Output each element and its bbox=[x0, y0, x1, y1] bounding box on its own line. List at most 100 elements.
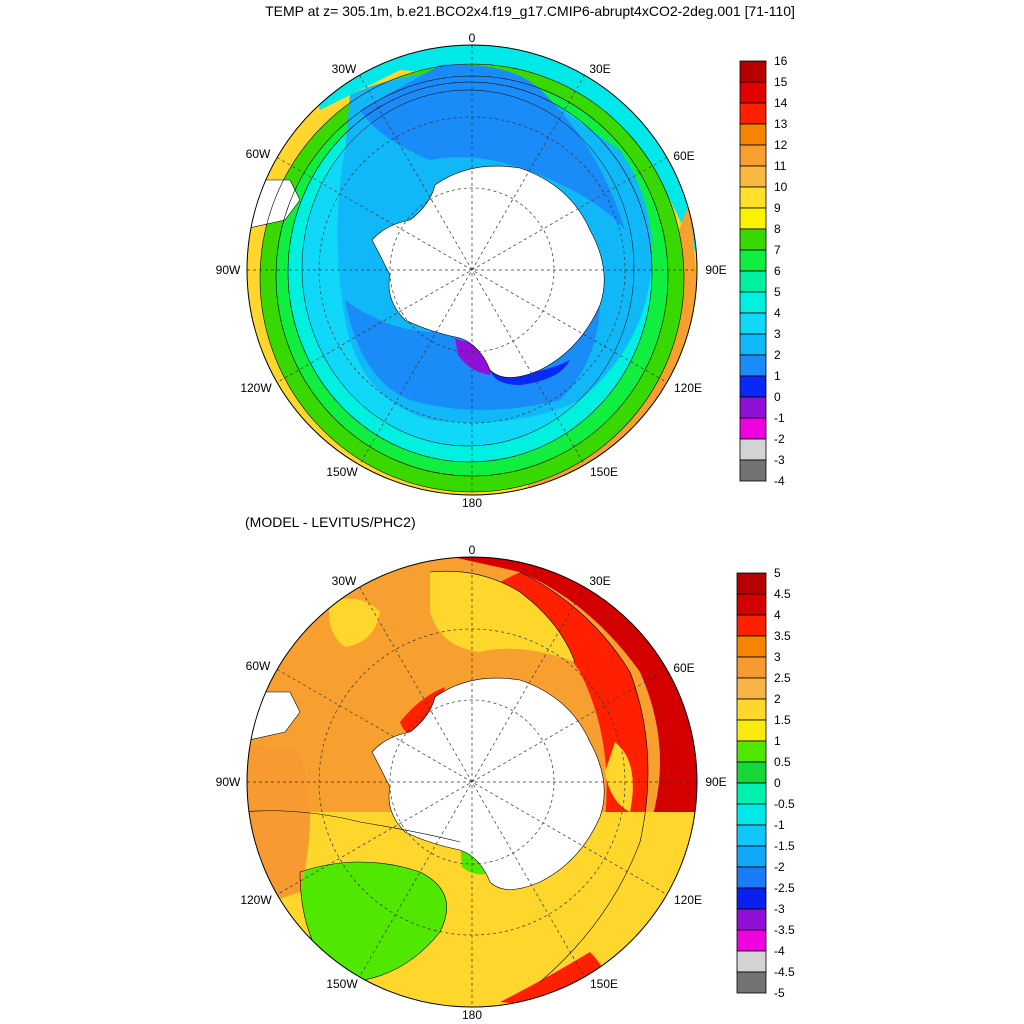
colorbar-label: 7 bbox=[774, 243, 781, 257]
colorbar-swatch bbox=[739, 165, 767, 188]
longitude-label: 0 bbox=[469, 31, 476, 45]
antarctica-landmass bbox=[371, 677, 605, 890]
longitude-label: 90W bbox=[216, 263, 241, 277]
colorbar-swatch bbox=[736, 803, 767, 826]
field-yellow-north bbox=[430, 571, 575, 662]
colorbar-label: 5 bbox=[774, 566, 781, 580]
longitude-label: 150W bbox=[326, 465, 358, 479]
colorbar-label: 1.5 bbox=[774, 713, 791, 727]
colorbar-swatch bbox=[736, 971, 767, 994]
colorbar-swatch bbox=[739, 375, 767, 398]
colorbar-swatch bbox=[736, 929, 767, 952]
colorbar-swatch bbox=[736, 635, 767, 658]
colorbar-label: -4.5 bbox=[774, 965, 795, 979]
colorbar-label: -2.5 bbox=[774, 881, 795, 895]
panel-subtitle: (MODEL - LEVITUS/PHC2) bbox=[245, 514, 416, 530]
colorbar-label: 10 bbox=[774, 180, 788, 194]
antarctica-landmass bbox=[371, 165, 605, 378]
colorbar-swatch bbox=[736, 845, 767, 868]
colorbar-label: 9 bbox=[774, 201, 781, 215]
colorbar-swatch bbox=[739, 396, 767, 419]
colorbar-swatch bbox=[736, 656, 767, 679]
colorbar-label: 2 bbox=[774, 348, 781, 362]
colorbar-swatch bbox=[736, 719, 767, 742]
colorbar-label: 1 bbox=[774, 369, 781, 383]
field-yellow-northwest bbox=[329, 598, 380, 647]
longitude-label: 60E bbox=[673, 661, 694, 675]
colorbar-swatch bbox=[736, 614, 767, 637]
longitude-label: 60E bbox=[673, 149, 694, 163]
colorbar-swatch bbox=[736, 677, 767, 700]
longitude-label: 180 bbox=[462, 496, 482, 510]
colorbar-swatch bbox=[739, 81, 767, 104]
colorbar-swatch bbox=[736, 866, 767, 889]
colorbar-label: -1.5 bbox=[774, 839, 795, 853]
field-blue-deep-north bbox=[360, 64, 625, 230]
colorbar-label: -3 bbox=[774, 453, 785, 467]
colorbar-swatch bbox=[739, 438, 767, 461]
graticule bbox=[247, 557, 697, 1007]
colorbar-label: 4.5 bbox=[774, 587, 791, 601]
colorbar-label: 5 bbox=[774, 285, 781, 299]
colorbar-swatch bbox=[739, 333, 767, 356]
colorbar-swatch bbox=[739, 459, 767, 482]
colorbar-label: -3 bbox=[774, 902, 785, 916]
field-brightred-east bbox=[500, 572, 648, 1007]
colorbar-label: 13 bbox=[774, 117, 788, 131]
longitude-label: 150E bbox=[590, 977, 618, 991]
colorbar-swatch bbox=[736, 740, 767, 763]
colorbar-swatch bbox=[739, 144, 767, 167]
colorbar-difference: 5 4.5 4 3.5 3 2.5 2 1.5 1 0.5 0 -0.5 -1 -1.5 -2 -2.5 -3 -… bbox=[736, 566, 795, 1000]
colorbar-swatch bbox=[739, 270, 767, 293]
colorbar-label: 2 bbox=[774, 692, 781, 706]
longitude-label: 120W bbox=[240, 893, 272, 907]
longitude-label: 120W bbox=[240, 381, 272, 395]
colorbar-label: 15 bbox=[774, 75, 788, 89]
field-yellow-east-patch bbox=[605, 742, 633, 812]
field-red-weddell bbox=[400, 687, 445, 737]
field-orange-west bbox=[247, 742, 310, 912]
colorbar-swatch bbox=[736, 824, 767, 847]
colorbar-label: 0.5 bbox=[774, 755, 791, 769]
colorbar-swatch bbox=[736, 761, 767, 784]
colorbar-label: 2.5 bbox=[774, 671, 791, 685]
colorbar-label: 4 bbox=[774, 306, 781, 320]
colorbar-swatch bbox=[739, 207, 767, 230]
colorbar-swatch bbox=[739, 186, 767, 209]
colorbar-swatch bbox=[736, 782, 767, 805]
colorbar-label: -0.5 bbox=[774, 797, 795, 811]
longitude-label: 90E bbox=[705, 263, 726, 277]
colorbar-swatch bbox=[739, 123, 767, 146]
colorbar-swatch bbox=[739, 249, 767, 272]
longitude-label: 120E bbox=[674, 893, 702, 907]
colorbar-label: -1 bbox=[774, 411, 785, 425]
longitude-label: 30E bbox=[589, 62, 610, 76]
colorbar-swatch bbox=[739, 291, 767, 314]
longitude-label: 90W bbox=[216, 775, 241, 789]
longitude-label: 150E bbox=[590, 465, 618, 479]
colorbar-label: -1 bbox=[774, 818, 785, 832]
colorbar-label: -3.5 bbox=[774, 923, 795, 937]
colorbar-label: 11 bbox=[774, 159, 787, 173]
difference-map-panel: 0 30E 60E 90E 120E 150E 180 150W 120W 90W 60W 30W 5… bbox=[216, 543, 795, 1022]
colorbar-label: 3 bbox=[774, 327, 781, 341]
colorbar-swatch bbox=[739, 312, 767, 335]
longitude-label: 120E bbox=[674, 381, 702, 395]
colorbar-label: -4 bbox=[774, 944, 785, 958]
colorbar-swatch bbox=[736, 950, 767, 973]
colorbar-label: 14 bbox=[774, 96, 788, 110]
colorbar-swatch bbox=[739, 354, 767, 377]
map-field-bottom bbox=[247, 557, 697, 1007]
colorbar-label: 1 bbox=[774, 734, 781, 748]
map-border-bottom bbox=[246, 556, 698, 1008]
longitude-label: 30W bbox=[332, 574, 357, 588]
map-field-top bbox=[247, 45, 697, 495]
colorbar-label: 0 bbox=[774, 390, 781, 404]
longitude-label: 150W bbox=[326, 977, 358, 991]
longitude-label: 60W bbox=[246, 147, 271, 161]
colorbar-label: 16 bbox=[774, 54, 788, 68]
colorbar-label: 12 bbox=[774, 138, 788, 152]
colorbar-label: 3 bbox=[774, 650, 781, 664]
